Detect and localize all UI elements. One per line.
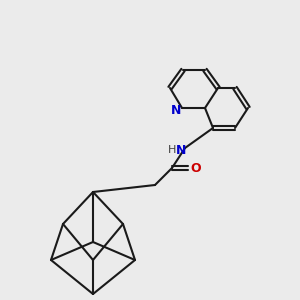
Text: O: O [191, 163, 201, 176]
Text: N: N [171, 103, 181, 116]
Text: H: H [168, 145, 176, 155]
Text: N: N [176, 143, 186, 157]
